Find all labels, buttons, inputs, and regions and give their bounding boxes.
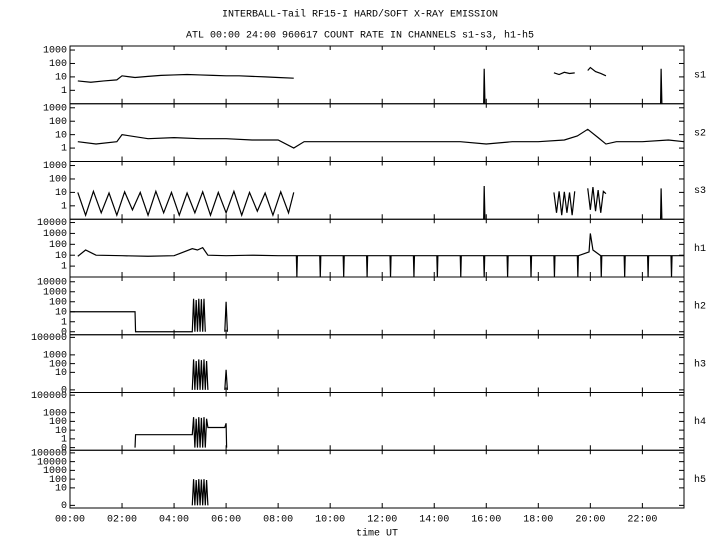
x-tick-label: 08:00 xyxy=(263,515,293,526)
y-tick-label: 100 xyxy=(49,417,67,428)
y-tick-label: 1000 xyxy=(43,351,67,362)
x-tick-label: 20:00 xyxy=(575,515,605,526)
x-axis-label: time UT xyxy=(356,528,398,540)
x-tick-label: 22:00 xyxy=(627,515,657,526)
y-tick-label: 1 xyxy=(61,86,67,97)
y-tick-label: 10 xyxy=(55,368,67,379)
chart-title: INTERBALL-Tail RF15-I HARD/SOFT X-RAY EM… xyxy=(222,9,498,21)
x-tick-label: 06:00 xyxy=(211,515,241,526)
y-tick-label: 100000 xyxy=(31,391,67,402)
x-tick-label: 00:00 xyxy=(55,515,85,526)
y-tick-label: 0 xyxy=(61,327,67,338)
y-tick-label: 100 xyxy=(49,117,67,128)
chart-subtitle: ATL 00:00 24:00 960617 COUNT RATE IN CHA… xyxy=(186,30,534,42)
series-label: s2 xyxy=(694,128,706,139)
y-tick-label: 10000 xyxy=(37,277,67,288)
y-tick-label: 1000 xyxy=(43,161,67,172)
data-line xyxy=(70,298,228,333)
data-line xyxy=(191,479,209,506)
data-line xyxy=(134,417,228,448)
data-line xyxy=(77,66,663,104)
y-tick-label: 100 xyxy=(49,475,67,486)
y-tick-label: 1 xyxy=(61,317,67,328)
x-tick-label: 10:00 xyxy=(315,515,345,526)
series-label: s3 xyxy=(694,186,706,197)
y-tick-label: 0 xyxy=(61,501,67,512)
y-tick-label: 1 xyxy=(61,435,67,446)
y-tick-label: 1 xyxy=(61,144,67,155)
data-line xyxy=(191,359,228,390)
y-tick-label: 1000 xyxy=(43,287,67,298)
data-line xyxy=(77,185,663,220)
x-tick-label: 02:00 xyxy=(107,515,137,526)
data-line xyxy=(77,128,685,149)
y-tick-label: 100000 xyxy=(31,449,67,460)
y-tick-label: 10000 xyxy=(37,457,67,468)
x-tick-label: 16:00 xyxy=(471,515,501,526)
x-tick-label: 04:00 xyxy=(159,515,189,526)
y-tick-label: 0 xyxy=(61,443,67,454)
y-tick-label: 10 xyxy=(55,484,67,495)
series-label: h5 xyxy=(694,474,706,486)
y-tick-label: 10 xyxy=(55,73,67,84)
series-label: h3 xyxy=(694,358,706,370)
series-label: h4 xyxy=(694,416,706,428)
series-label: h2 xyxy=(694,301,706,313)
y-tick-label: 1000 xyxy=(43,229,67,240)
y-tick-label: 100 xyxy=(49,359,67,370)
series-label: s1 xyxy=(694,71,706,82)
y-tick-label: 10 xyxy=(55,130,67,141)
data-line xyxy=(77,233,684,278)
y-tick-label: 10 xyxy=(55,426,67,437)
x-tick-label: 14:00 xyxy=(419,515,449,526)
y-tick-label: 100000 xyxy=(31,333,67,344)
y-tick-label: 1000 xyxy=(43,408,67,419)
y-tick-label: 100 xyxy=(49,297,67,308)
y-tick-label: 100 xyxy=(49,59,67,70)
y-tick-label: 100 xyxy=(49,175,67,186)
y-tick-label: 1000 xyxy=(43,466,67,477)
y-tick-label: 10 xyxy=(55,307,67,318)
y-tick-label: 0 xyxy=(61,386,67,397)
x-tick-label: 12:00 xyxy=(367,515,397,526)
y-tick-label: 10 xyxy=(55,251,67,262)
y-tick-label: 1000 xyxy=(43,46,67,57)
series-label: h1 xyxy=(694,243,706,255)
y-tick-label: 10 xyxy=(55,188,67,199)
y-tick-label: 1 xyxy=(61,201,67,212)
y-tick-label: 1 xyxy=(61,262,67,273)
y-tick-label: 1000 xyxy=(43,103,67,114)
y-tick-label: 100 xyxy=(49,240,67,251)
x-tick-label: 18:00 xyxy=(523,515,553,526)
y-tick-label: 10000 xyxy=(37,218,67,229)
